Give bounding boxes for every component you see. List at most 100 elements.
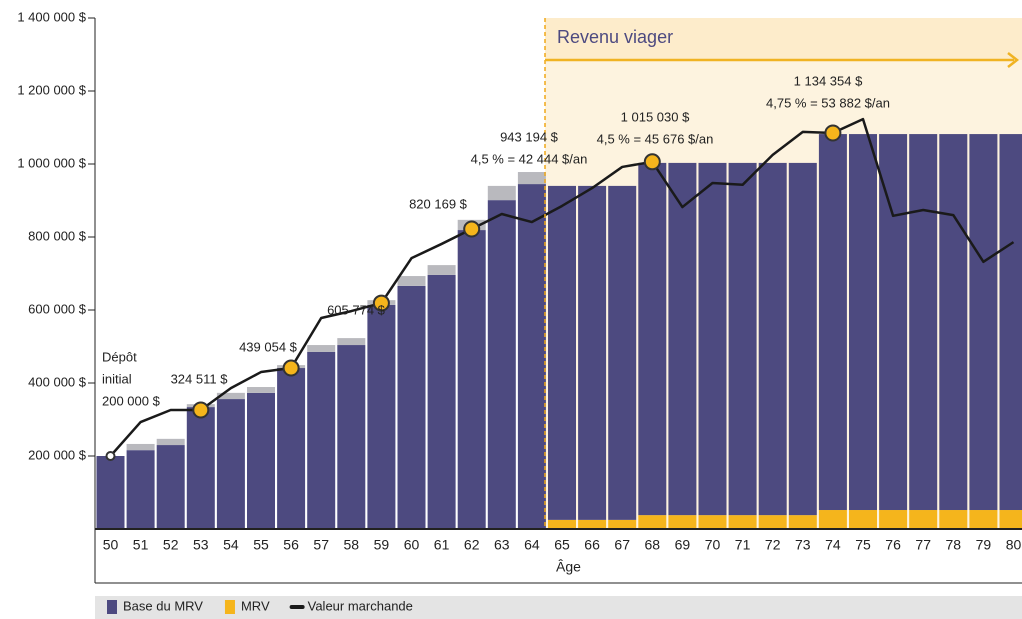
annotation: 4,5 % = 45 676 $/an [597,131,714,146]
x-tick-label: 74 [825,537,841,553]
bar [849,510,877,529]
bar [427,265,456,275]
bar [397,285,426,529]
bar [548,185,576,520]
bar [397,276,426,286]
legend-swatch [107,600,117,614]
x-tick-label: 55 [253,537,269,553]
bar [698,162,727,516]
x-tick-label: 58 [344,537,360,553]
bar [216,399,245,529]
highlight-point [282,359,300,377]
bar [277,368,306,529]
bar [638,515,667,529]
bar [126,450,155,529]
annotation: 439 054 $ [239,339,298,354]
annotation: 605 774 $ [327,302,386,317]
bar [247,387,275,393]
bar [307,345,336,352]
annotation: 4,75 % = 53 882 $/an [766,95,890,110]
bar [969,510,998,529]
annotation: initial [102,371,132,386]
legend-swatch [224,600,235,614]
bar [156,438,185,446]
x-tick-label: 53 [193,537,209,553]
bar [879,134,908,511]
highlight-point [463,220,481,238]
bar [578,185,607,520]
x-tick-label: 77 [915,537,931,553]
x-tick-label: 68 [645,537,661,553]
y-tick-label: 400 000 $ [28,374,87,389]
x-tick-label: 69 [675,537,691,553]
bar [728,515,757,529]
x-tick-label: 70 [705,537,721,553]
legend-label: Base du MRV [123,598,203,613]
bar [939,510,968,529]
annotation: 324 511 $ [171,371,229,386]
region-label: Revenu viager [557,27,673,47]
x-tick-label: 73 [795,537,811,553]
bar [578,519,607,529]
annotation: 1 134 354 $ [794,73,863,88]
bar [337,345,366,529]
bar [668,515,697,529]
bar [487,200,516,529]
highlight-point [192,401,210,419]
x-axis-label: Âge [556,559,581,575]
x-tick-label: 50 [103,537,119,553]
x-tick-label: 72 [765,537,781,553]
bar [608,519,637,529]
annotation: 4,5 % = 42 444 $/an [471,151,588,166]
x-tick-label: 67 [614,537,630,553]
bar [156,445,185,529]
x-tick-label: 63 [494,537,510,553]
x-tick-label: 59 [374,537,390,553]
annotation: Dépôt [102,349,137,364]
bar [939,134,968,511]
x-tick-label: 75 [855,537,871,553]
bar [999,510,1022,529]
bar [969,134,998,511]
bar [668,162,697,516]
x-tick-label: 51 [133,537,149,553]
bar [909,134,938,511]
x-tick-label: 65 [554,537,570,553]
y-tick-label: 800 000 $ [28,228,87,243]
x-tick-label: 80 [1006,537,1022,553]
legend-label: Valeur marchande [308,598,413,613]
bar [788,162,817,516]
bar [849,134,877,511]
x-tick-label: 66 [584,537,600,553]
bar [758,162,787,516]
highlight-point [824,124,842,142]
y-tick-label: 200 000 $ [28,447,87,462]
x-tick-label: 57 [313,537,329,553]
bar [879,510,908,529]
bar [96,456,125,529]
highlight-point [643,153,661,171]
x-tick-label: 62 [464,537,480,553]
bar [517,172,546,185]
bar [517,184,546,529]
bar [247,392,275,529]
arrow-head [1007,52,1020,68]
x-tick-label: 60 [404,537,420,553]
annotation: 943 194 $ [500,129,559,144]
legend-band [95,596,1022,619]
annotation: 820 169 $ [409,196,468,211]
highlight-point [372,294,390,312]
x-tick-label: 52 [163,537,179,553]
bar [728,162,757,516]
bar [608,185,637,520]
bar [307,351,336,529]
x-tick-label: 61 [434,537,450,553]
x-tick-label: 78 [946,537,962,553]
x-tick-label: 56 [283,537,299,553]
bar [186,407,215,529]
bar [216,392,245,400]
bar [909,510,938,529]
y-tick-label: 1 200 000 $ [17,82,86,97]
bar [818,134,847,511]
